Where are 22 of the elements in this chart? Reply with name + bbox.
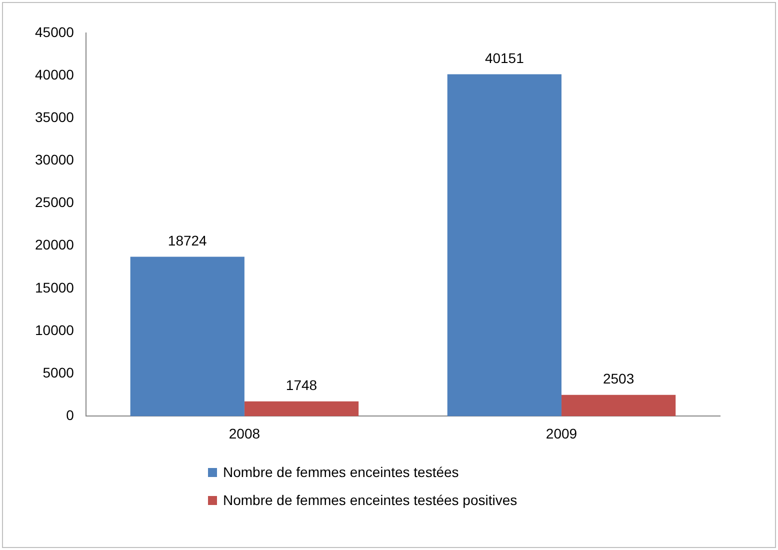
bar xyxy=(244,401,359,416)
y-tick-label: 35000 xyxy=(34,109,74,126)
y-tick-label: 15000 xyxy=(34,279,74,296)
data-label: 40151 xyxy=(484,50,524,66)
y-tick-label: 25000 xyxy=(34,194,74,210)
y-tick-label: 10000 xyxy=(34,322,74,338)
y-tick-label: 30000 xyxy=(34,152,74,168)
data-label: 18724 xyxy=(168,232,208,249)
y-tick-label: 20000 xyxy=(34,236,74,253)
bar xyxy=(447,74,562,416)
data-label: 1748 xyxy=(286,377,318,394)
y-tick-label: 45000 xyxy=(34,24,74,40)
y-tick-label: 5000 xyxy=(42,364,74,380)
bar xyxy=(130,256,244,416)
x-tick-label: 2009 xyxy=(546,425,578,442)
legend-label: Nombre de femmes enceintes testées xyxy=(223,464,459,480)
legend-label: Nombre de femmes enceintes testées positives xyxy=(223,492,518,508)
bar xyxy=(561,394,676,416)
y-tick-label: 0 xyxy=(66,407,74,424)
data-label: 2503 xyxy=(602,370,634,387)
x-tick-label: 2008 xyxy=(228,425,260,442)
y-tick-label: 40000 xyxy=(34,66,74,82)
